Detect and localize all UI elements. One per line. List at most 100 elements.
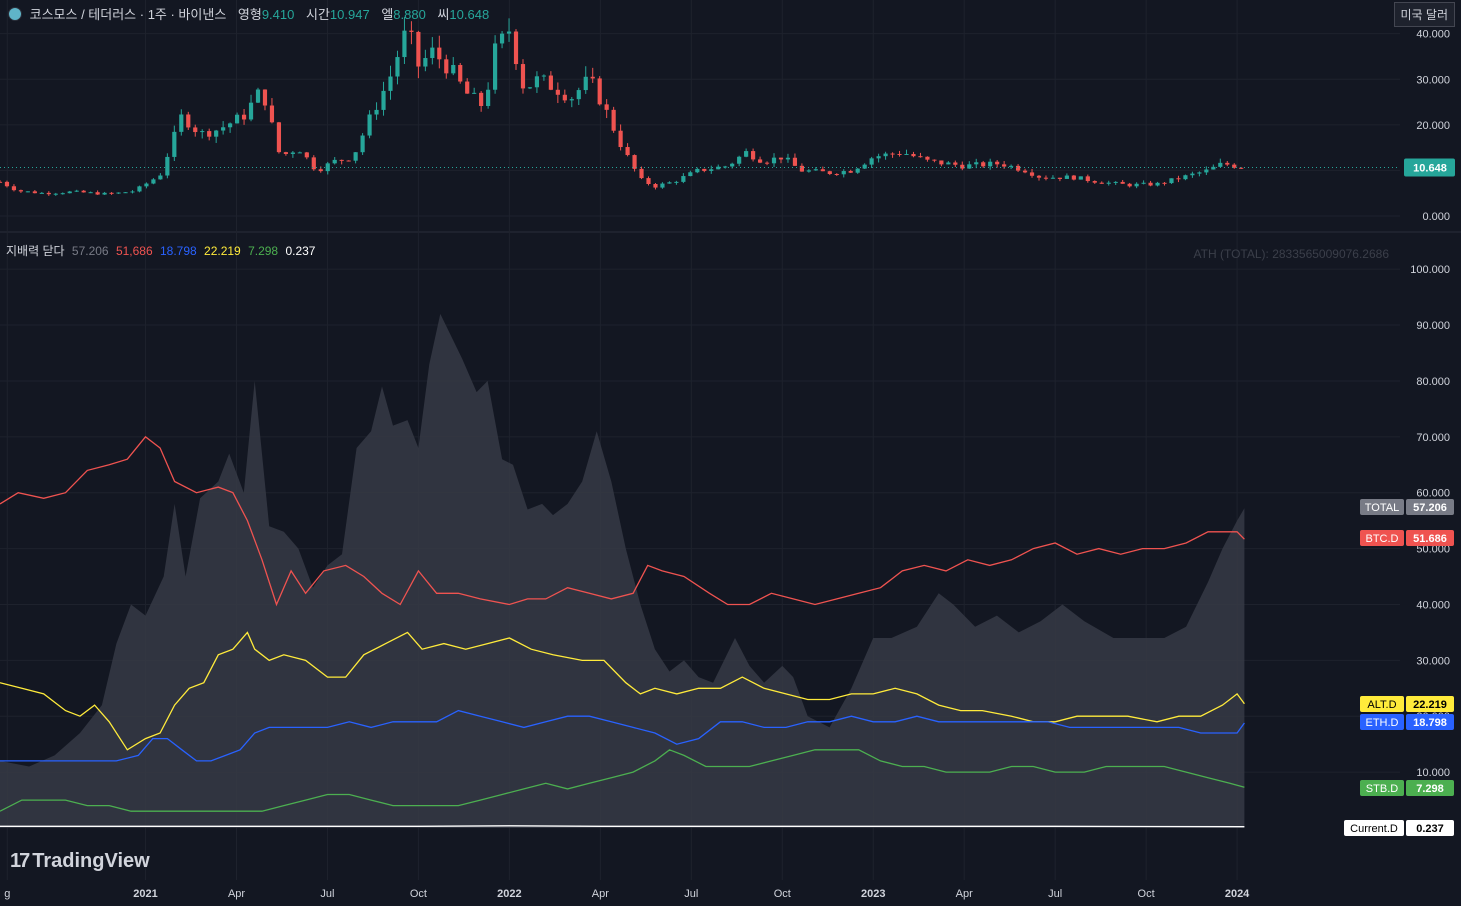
candle-body (1106, 182, 1111, 184)
candle-body (904, 153, 909, 155)
symbol-title[interactable]: 코스모스 / 테더러스 · 1주 · 바이낸스 (29, 7, 227, 22)
candle-body (604, 104, 609, 110)
candle-body (1057, 177, 1063, 179)
candle-body (625, 147, 630, 156)
indicator-value-btc: 51,686 (115, 244, 153, 258)
candle-body (451, 65, 456, 74)
low-value: 8.880 (393, 7, 426, 22)
candle-body (479, 92, 484, 107)
indicator-legend[interactable]: 지배력 닫다 57.206 51,686 18.798 22.219 7.298… (6, 242, 319, 259)
last-price-label: 10.648 (1413, 162, 1447, 174)
candle-body (172, 131, 177, 157)
candle-body (311, 157, 316, 170)
candle-body (221, 127, 226, 131)
series-value-label: 0.237 (1416, 823, 1444, 835)
indicator-value-stb: 7.298 (248, 244, 279, 258)
candle-body (200, 131, 205, 133)
candle-body (53, 193, 58, 195)
time-axis-tick: Oct (1138, 888, 1155, 900)
candle-body (897, 153, 902, 155)
candle-body (95, 192, 100, 195)
dominance-axis-tick: 10.000 (1416, 767, 1450, 779)
candle-body (1155, 182, 1160, 186)
candle-body (569, 99, 574, 101)
candle-body (325, 163, 330, 172)
cosmos-logo-icon (8, 7, 22, 21)
candle-body (799, 165, 805, 172)
candle-body (137, 186, 142, 192)
candle-body (60, 193, 65, 195)
candle-body (562, 94, 567, 101)
candle-body (444, 59, 449, 74)
series-eth-d-line (0, 709, 1245, 762)
candle-body (318, 169, 323, 172)
candle-body (1197, 172, 1202, 174)
time-axis-tick: Jul (1048, 888, 1062, 900)
candle-body (374, 109, 379, 115)
candle-body (527, 87, 533, 89)
candle-body (395, 57, 400, 77)
series-name-label: ALT.D (1367, 699, 1396, 711)
dominance-axis-tick: 30.000 (1416, 655, 1450, 667)
candle-body (1127, 183, 1132, 187)
candle-body (1036, 175, 1042, 178)
series-value-badge (1406, 780, 1454, 796)
candle-body (925, 156, 930, 160)
candle-body (4, 181, 10, 187)
candle-body (109, 192, 114, 194)
time-axis-tick: Jul (320, 888, 334, 900)
candle-body (576, 90, 581, 100)
candle-body (918, 156, 923, 158)
candle-body (653, 183, 658, 188)
currency-button[interactable]: 미국 달러 (1393, 2, 1455, 27)
candle-body (813, 169, 818, 171)
candle-body (751, 151, 756, 160)
candle-body (869, 158, 874, 165)
time-axis-tick: 2023 (861, 888, 885, 900)
candle-body (974, 162, 979, 165)
high-value: 10.947 (329, 7, 370, 22)
series-value-label: 18.798 (1413, 717, 1447, 729)
candle-body (130, 191, 135, 193)
time-axis-tick: 2022 (497, 888, 521, 900)
candle-body (960, 164, 965, 169)
candle-body (611, 109, 616, 131)
low-label: 엘 (381, 7, 394, 22)
series-value-label: 7.298 (1416, 783, 1444, 795)
candle-body (381, 90, 386, 110)
candle-body (228, 123, 233, 128)
series-value-label: 57.206 (1413, 502, 1447, 514)
price-axis-tick: 0.000 (1422, 211, 1450, 223)
candle-body (1190, 173, 1195, 176)
candle-body (353, 152, 358, 161)
candle-body (430, 47, 435, 59)
candle-body (834, 173, 839, 175)
candle-body (1232, 164, 1237, 168)
candle-body (757, 159, 763, 163)
series-name-badge (1360, 499, 1404, 515)
candle-body (297, 152, 302, 154)
candle-body (520, 64, 526, 89)
candle-body (290, 152, 295, 154)
watermark-text: TradingView (32, 850, 150, 872)
dominance-axis-tick: 50.000 (1416, 544, 1450, 556)
dominance-axis-tick: 70.000 (1416, 432, 1450, 444)
candle-body (667, 182, 672, 184)
dominance-pane[interactable] (0, 313, 1245, 828)
ath-total-text: ATH (TOTAL): 2833565009076.2686 (1193, 247, 1389, 261)
candle-body (1211, 166, 1216, 170)
series-value-badge (1406, 820, 1454, 836)
candle-body (681, 176, 686, 182)
series-value-badge (1406, 696, 1454, 712)
dominance-axis-tick: 90.000 (1416, 320, 1450, 332)
price-pane[interactable] (0, 17, 1400, 196)
candle-body (339, 159, 344, 161)
candle-body (695, 168, 700, 173)
candle-body (1183, 175, 1188, 180)
symbol-header: 코스모스 / 테더러스 · 1주 · 바이낸스 영형9.410 시간10.947… (8, 4, 489, 23)
candle-body (1176, 178, 1181, 180)
candle-body (493, 43, 498, 90)
candle-body (472, 92, 477, 94)
candle-body (165, 156, 170, 176)
